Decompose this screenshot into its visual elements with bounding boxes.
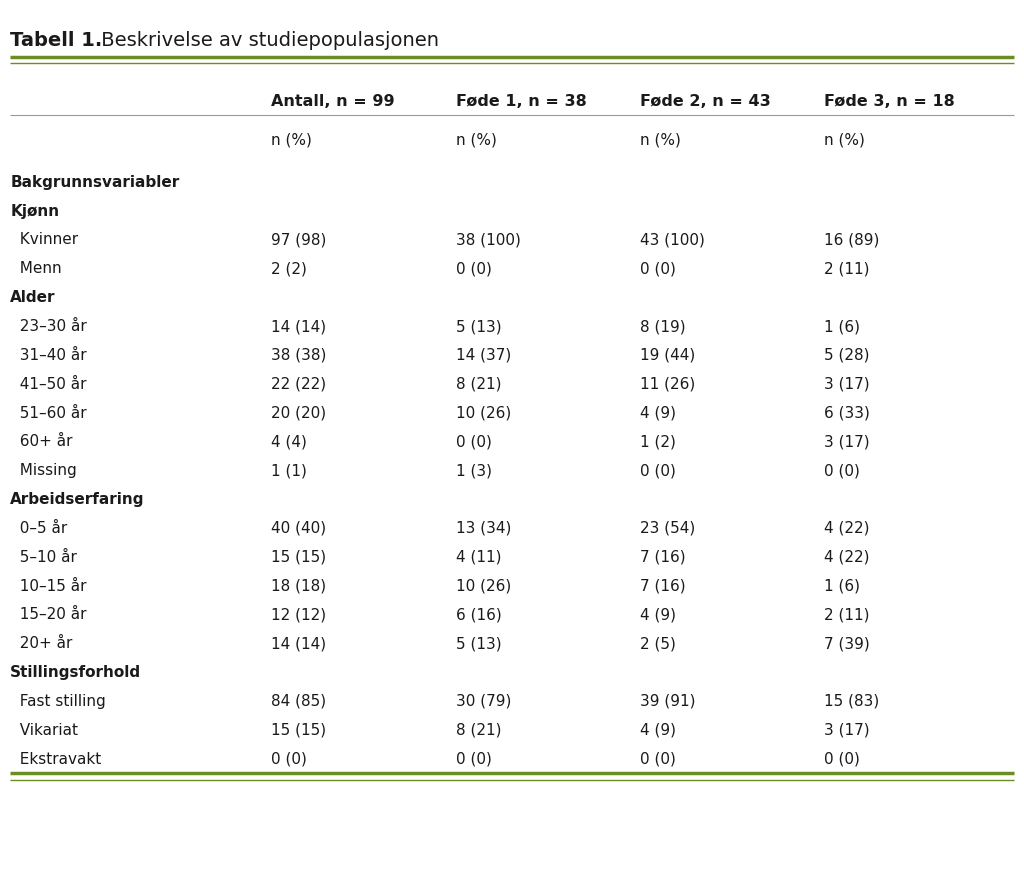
Text: 20 (20): 20 (20) (271, 406, 327, 420)
Text: 1 (6): 1 (6) (824, 319, 860, 334)
Text: 39 (91): 39 (91) (640, 694, 695, 709)
Text: Føde 3, n = 18: Føde 3, n = 18 (824, 94, 955, 108)
Text: 0 (0): 0 (0) (640, 261, 676, 276)
Text: Vikariat: Vikariat (10, 723, 78, 738)
Text: Ekstravakt: Ekstravakt (10, 752, 101, 766)
Text: 13 (34): 13 (34) (456, 521, 511, 536)
Text: 20+ år: 20+ år (10, 636, 73, 651)
Text: n (%): n (%) (640, 133, 681, 148)
Text: 15 (15): 15 (15) (271, 550, 327, 565)
Text: 4 (9): 4 (9) (640, 723, 676, 738)
Text: 7 (16): 7 (16) (640, 550, 686, 565)
Text: 2 (2): 2 (2) (271, 261, 307, 276)
Text: 2 (5): 2 (5) (640, 636, 676, 651)
Text: 12 (12): 12 (12) (271, 607, 327, 622)
Text: 11 (26): 11 (26) (640, 377, 695, 392)
Text: Fast stilling: Fast stilling (10, 694, 106, 709)
Text: Kvinner: Kvinner (10, 232, 79, 247)
Text: 5 (13): 5 (13) (456, 636, 502, 651)
Text: 6 (16): 6 (16) (456, 607, 502, 622)
Text: 0 (0): 0 (0) (456, 261, 492, 276)
Text: Bakgrunnsvariabler: Bakgrunnsvariabler (10, 175, 179, 190)
Text: 51–60 år: 51–60 år (10, 406, 87, 420)
Text: Menn: Menn (10, 261, 61, 276)
Text: 22 (22): 22 (22) (271, 377, 327, 392)
Text: 15–20 år: 15–20 år (10, 607, 87, 622)
Text: 5 (13): 5 (13) (456, 319, 502, 334)
Text: 7 (39): 7 (39) (824, 636, 870, 651)
Text: 4 (11): 4 (11) (456, 550, 501, 565)
Text: 15 (15): 15 (15) (271, 723, 327, 738)
Text: 1 (6): 1 (6) (824, 579, 860, 593)
Text: 5 (28): 5 (28) (824, 348, 869, 363)
Text: 8 (21): 8 (21) (456, 723, 501, 738)
Text: Føde 1, n = 38: Føde 1, n = 38 (456, 94, 587, 108)
Text: 8 (19): 8 (19) (640, 319, 686, 334)
Text: 5–10 år: 5–10 år (10, 550, 77, 565)
Text: 84 (85): 84 (85) (271, 694, 327, 709)
Text: 14 (37): 14 (37) (456, 348, 511, 363)
Text: Tabell 1.: Tabell 1. (10, 31, 102, 50)
Text: 10 (26): 10 (26) (456, 406, 511, 420)
Text: 0 (0): 0 (0) (456, 434, 492, 449)
Text: Antall, n = 99: Antall, n = 99 (271, 94, 395, 108)
Text: 97 (98): 97 (98) (271, 232, 327, 247)
Text: 15 (83): 15 (83) (824, 694, 880, 709)
Text: 0 (0): 0 (0) (271, 752, 307, 766)
Text: 16 (89): 16 (89) (824, 232, 880, 247)
Text: 4 (4): 4 (4) (271, 434, 307, 449)
Text: Alder: Alder (10, 290, 55, 305)
Text: 0 (0): 0 (0) (824, 463, 860, 478)
Text: 38 (100): 38 (100) (456, 232, 520, 247)
Text: 1 (1): 1 (1) (271, 463, 307, 478)
Text: 18 (18): 18 (18) (271, 579, 327, 593)
Text: 38 (38): 38 (38) (271, 348, 327, 363)
Text: 4 (22): 4 (22) (824, 521, 869, 536)
Text: 0 (0): 0 (0) (640, 463, 676, 478)
Text: 0 (0): 0 (0) (456, 752, 492, 766)
Text: 31–40 år: 31–40 år (10, 348, 87, 363)
Text: 3 (17): 3 (17) (824, 434, 870, 449)
Text: 4 (9): 4 (9) (640, 406, 676, 420)
Text: n (%): n (%) (271, 133, 312, 148)
Text: 14 (14): 14 (14) (271, 319, 327, 334)
Text: 3 (17): 3 (17) (824, 723, 870, 738)
Text: 0 (0): 0 (0) (824, 752, 860, 766)
Text: 40 (40): 40 (40) (271, 521, 327, 536)
Text: 1 (2): 1 (2) (640, 434, 676, 449)
Text: 8 (21): 8 (21) (456, 377, 501, 392)
Text: 3 (17): 3 (17) (824, 377, 870, 392)
Text: 43 (100): 43 (100) (640, 232, 705, 247)
Text: 23–30 år: 23–30 år (10, 319, 87, 334)
Text: 4 (22): 4 (22) (824, 550, 869, 565)
Text: 7 (16): 7 (16) (640, 579, 686, 593)
Text: 23 (54): 23 (54) (640, 521, 695, 536)
Text: 41–50 år: 41–50 år (10, 377, 87, 392)
Text: 10 (26): 10 (26) (456, 579, 511, 593)
Text: 10–15 år: 10–15 år (10, 579, 87, 593)
Text: Stillingsforhold: Stillingsforhold (10, 665, 141, 680)
Text: Beskrivelse av studiepopulasjonen: Beskrivelse av studiepopulasjonen (95, 31, 439, 50)
Text: 30 (79): 30 (79) (456, 694, 511, 709)
Text: 19 (44): 19 (44) (640, 348, 695, 363)
Text: 2 (11): 2 (11) (824, 607, 869, 622)
Text: n (%): n (%) (824, 133, 865, 148)
Text: 60+ år: 60+ år (10, 434, 73, 449)
Text: Kjønn: Kjønn (10, 204, 59, 218)
Text: 4 (9): 4 (9) (640, 607, 676, 622)
Text: 0 (0): 0 (0) (640, 752, 676, 766)
Text: Føde 2, n = 43: Føde 2, n = 43 (640, 94, 771, 108)
Text: Arbeidserfaring: Arbeidserfaring (10, 492, 144, 507)
Text: Missing: Missing (10, 463, 77, 478)
Text: 0–5 år: 0–5 år (10, 521, 68, 536)
Text: 1 (3): 1 (3) (456, 463, 492, 478)
Text: 2 (11): 2 (11) (824, 261, 869, 276)
Text: 14 (14): 14 (14) (271, 636, 327, 651)
Text: n (%): n (%) (456, 133, 497, 148)
Text: 6 (33): 6 (33) (824, 406, 870, 420)
